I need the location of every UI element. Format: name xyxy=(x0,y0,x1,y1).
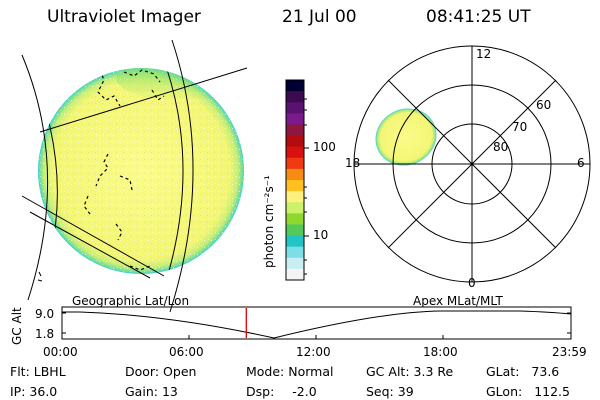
status-dsp: Dsp: -2.0 xyxy=(246,384,317,399)
colorbar-label-10: 10 xyxy=(313,228,329,242)
date-label: 21 Jul 00 xyxy=(282,7,357,27)
status-door: Door: Open xyxy=(125,364,197,379)
colorbar-segment xyxy=(286,213,304,225)
colorbar-segment xyxy=(286,268,304,281)
instrument-title: Ultraviolet Imager xyxy=(47,7,201,27)
colorbar-label-100: 100 xyxy=(313,140,336,154)
colorbar-segment xyxy=(286,113,304,125)
mlt-label-12: 12 xyxy=(476,47,492,61)
status-filter: Flt: LBHL xyxy=(10,364,66,379)
timeline-y-title: GC Alt xyxy=(10,307,24,345)
colorbar-segment xyxy=(286,157,304,170)
colorbar-segment xyxy=(286,80,304,92)
colorbar-segment xyxy=(286,191,304,203)
timeline-x-tick-0600: 06:00 xyxy=(169,345,204,359)
colorbar-segment xyxy=(286,168,304,181)
mlat-label-80: 80 xyxy=(493,140,509,154)
colorbar-segment xyxy=(286,257,304,270)
colorbar-unit-label: photon cm⁻²s⁻¹ xyxy=(262,175,276,268)
status-seq: Seq: 39 xyxy=(366,384,414,399)
colorbar-segment xyxy=(286,246,304,259)
colorbar-segment xyxy=(286,180,304,192)
timeline-x-tick-1800: 18:00 xyxy=(423,345,458,359)
status-ip: IP: 36.0 xyxy=(10,384,58,399)
mlat-label-60: 60 xyxy=(536,98,552,112)
earth-disc-image xyxy=(21,39,248,313)
timeline-left-label: Geographic Lat/Lon xyxy=(72,294,190,308)
polar-plot xyxy=(353,45,591,283)
status-gc-alt: GC Alt: 3.3 Re xyxy=(366,364,454,379)
timeline-y-tick-min: 1.8 xyxy=(35,327,55,341)
mlt-label-18: 18 xyxy=(345,156,361,170)
colorbar-segment xyxy=(286,202,304,214)
timeline-right-label: Apex MLat/MLT xyxy=(413,294,503,308)
colorbar-segment xyxy=(286,135,304,148)
status-gain: Gain: 13 xyxy=(125,384,178,399)
mlt-label-0: 0 xyxy=(468,276,476,290)
colorbar-segment xyxy=(286,224,304,237)
time-label: 08:41:25 UT xyxy=(426,7,531,27)
timeline-x-tick-2359: 23:59 xyxy=(552,345,587,359)
auroral-oval-patch xyxy=(375,108,437,166)
colorbar-segment xyxy=(286,124,304,137)
colorbar-segment xyxy=(286,91,304,103)
altitude-timeline xyxy=(61,306,572,340)
timeline-x-tick-1200: 12:00 xyxy=(296,345,331,359)
status-glat: GLat: 73.6 xyxy=(486,364,560,379)
colorbar-frame xyxy=(285,79,305,281)
mlat-label-70: 70 xyxy=(512,120,528,134)
timeline-y-tick-max: 9.0 xyxy=(35,307,55,321)
colorbar-segment xyxy=(286,146,304,159)
mlt-label-6: 6 xyxy=(577,156,585,170)
colorbar-segment xyxy=(286,102,304,114)
status-glon: GLon: 112.5 xyxy=(486,384,570,399)
colorbar xyxy=(286,80,304,281)
altitude-curve xyxy=(62,310,572,339)
timeline-x-tick-0000: 00:00 xyxy=(43,345,78,359)
status-mode: Mode: Normal xyxy=(246,364,334,379)
timeline-frame xyxy=(61,306,572,340)
colorbar-segment xyxy=(286,235,304,248)
